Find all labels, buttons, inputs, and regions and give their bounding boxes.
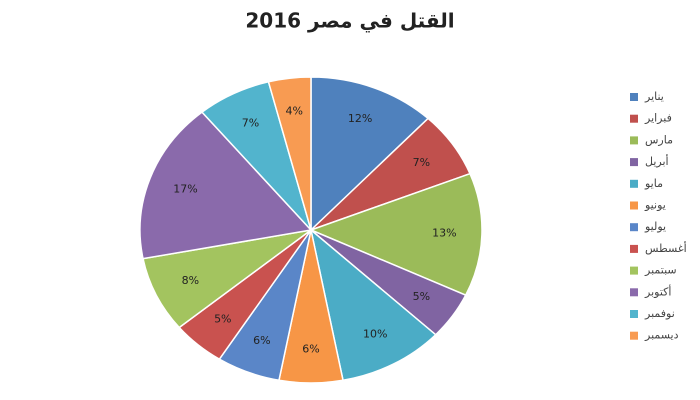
legend-swatch (630, 136, 638, 145)
data-label: 4% (286, 105, 303, 118)
legend-swatch (630, 201, 638, 210)
legend-label: نوفمبر (644, 307, 675, 320)
legend-label: سبتمبر (644, 264, 677, 277)
legend-swatch (630, 288, 638, 297)
legend-label: مايو (644, 177, 663, 190)
pie-slice (309, 228, 437, 382)
data-label: 13% (432, 227, 456, 240)
data-label: 7% (242, 117, 259, 130)
legend-label: يناير (644, 90, 664, 103)
legend-swatch (630, 158, 638, 167)
pie-slice (139, 111, 313, 260)
data-label: 17% (173, 183, 197, 196)
legend-label: يونيو (644, 199, 666, 212)
legend-swatch (630, 310, 638, 318)
legend-swatch (630, 266, 638, 275)
legend-label: يوليو (644, 220, 666, 233)
chart-title: القتل في مصر 2016 (245, 9, 454, 34)
legend-label: ديسمبر (644, 329, 679, 342)
data-label: 12% (348, 112, 372, 125)
legend-swatch (630, 179, 638, 188)
data-label: 7% (413, 156, 430, 169)
pie-slice (267, 76, 312, 231)
pie-slice (310, 76, 430, 232)
data-label: 6% (302, 342, 319, 355)
data-label: 8% (182, 274, 199, 287)
legend-swatch (630, 114, 638, 123)
legend-swatch (630, 331, 638, 340)
legend-label: فبراير (644, 112, 672, 125)
legend-label: أكتوبر (644, 284, 671, 298)
data-label: 10% (363, 328, 387, 341)
data-label: 6% (253, 334, 270, 347)
legend-swatch (630, 244, 638, 253)
legend-swatch (630, 223, 638, 232)
legend-swatch (630, 93, 638, 101)
data-label: 5% (214, 313, 231, 326)
pie-slice (308, 172, 483, 297)
data-label: 5% (413, 290, 430, 303)
legend-label: مارس (645, 133, 673, 146)
legend-label: أغسطس (645, 241, 687, 255)
legend-label: أبريل (645, 154, 669, 168)
